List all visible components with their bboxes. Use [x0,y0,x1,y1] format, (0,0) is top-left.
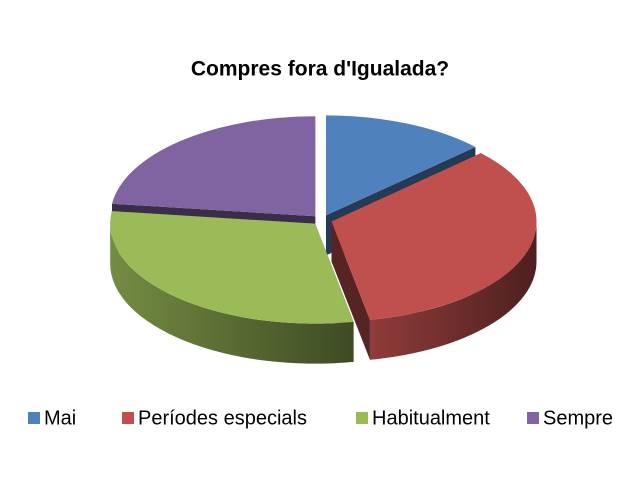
legend-label: Habitualment [372,407,490,429]
chart-title: Compres fora d'Igualada? [191,58,449,81]
slice-wall [110,223,354,364]
legend-swatch [122,412,134,424]
slice [112,116,316,217]
slice [331,153,537,320]
legend-swatch [527,412,539,424]
legend-label: Mai [44,407,76,429]
slice [325,115,476,216]
legend: Mai Períodes especials Habitualment Sempre [28,407,613,429]
pie-tops [110,115,537,324]
slice-wall [369,221,537,360]
legend-swatch [356,412,368,424]
legend-swatch [28,412,40,424]
slice [110,211,354,324]
legend-label: Períodes especials [138,407,307,429]
slice-side [331,221,370,360]
legend-label: Sempre [543,407,613,429]
